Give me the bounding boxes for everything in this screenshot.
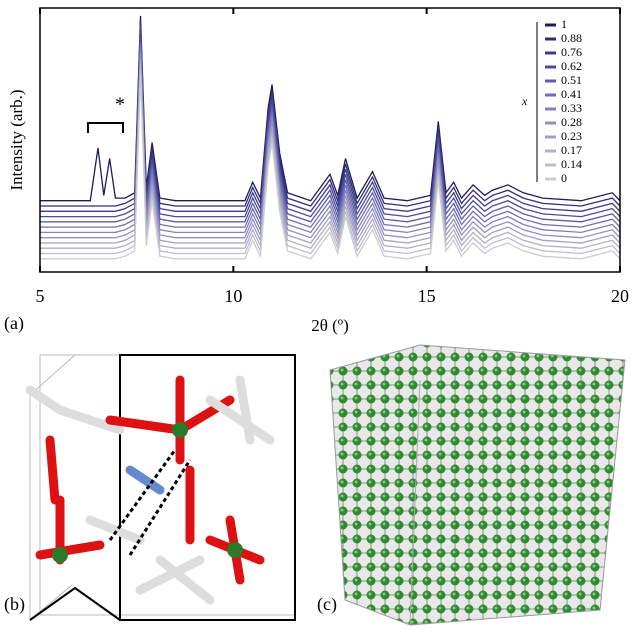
pattern-line bbox=[40, 36, 621, 223]
xrd-chart: * 2θ (º) Intensity (arb.) x 10.880.760.6… bbox=[7, 7, 629, 335]
pattern-line bbox=[40, 47, 621, 234]
legend-label: 0.23 bbox=[561, 129, 582, 143]
pattern-line bbox=[40, 15, 621, 202]
pattern-line bbox=[40, 58, 621, 244]
legend-label: 0.88 bbox=[561, 31, 582, 45]
lattice-illustration bbox=[329, 344, 626, 626]
legend-label: 0.76 bbox=[561, 45, 582, 59]
legend-label: 0.62 bbox=[561, 59, 582, 73]
x-axis-label: 2θ (º) bbox=[311, 316, 349, 335]
pattern-line bbox=[40, 31, 621, 218]
legend-label: 0.28 bbox=[561, 115, 582, 129]
pattern-line bbox=[40, 73, 621, 260]
panel-label: (c) bbox=[317, 594, 337, 615]
legend-label: 0.14 bbox=[561, 157, 582, 171]
pattern-line bbox=[40, 52, 621, 239]
x-tick-label: 15 bbox=[418, 286, 436, 306]
x-tick-label: 10 bbox=[224, 286, 242, 306]
x-tick-label: 20 bbox=[611, 286, 629, 306]
legend-title: x bbox=[521, 94, 528, 108]
y-axis-label: Intensity (arb.) bbox=[7, 89, 26, 190]
legend-label: 0.41 bbox=[561, 87, 582, 101]
legend-label: 0.33 bbox=[561, 101, 582, 115]
pattern-line bbox=[40, 26, 621, 213]
molecule-illustration bbox=[25, 354, 296, 622]
pattern-line bbox=[40, 68, 621, 255]
panel-label: (b) bbox=[4, 594, 25, 615]
plot-frame bbox=[39, 7, 621, 273]
legend-label: 1 bbox=[561, 17, 567, 31]
annotation-bracket bbox=[87, 122, 124, 133]
panel-label: (a) bbox=[4, 313, 24, 334]
x-tick-label: 5 bbox=[36, 286, 45, 306]
legend-label: 0 bbox=[561, 171, 567, 185]
pattern-line bbox=[40, 42, 621, 228]
legend-label: 0.51 bbox=[561, 73, 582, 87]
legend-label: 0.17 bbox=[561, 143, 582, 157]
pattern-line bbox=[40, 21, 621, 207]
annotation: * bbox=[115, 94, 125, 116]
pattern-line bbox=[40, 63, 621, 249]
